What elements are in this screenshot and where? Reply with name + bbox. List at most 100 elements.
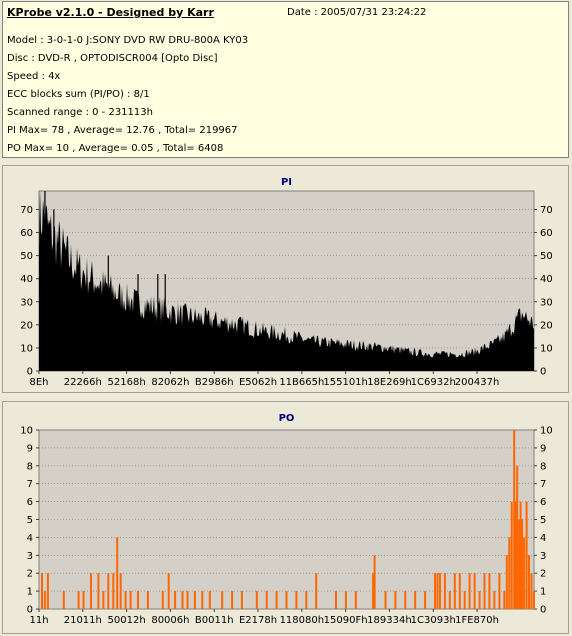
po-bar xyxy=(41,573,43,609)
pi-chart-panel: PI 0 0 10 10 20 20 30 30 40 40 50 50 60 60 70 70 8Eh 22266… xyxy=(2,165,569,393)
po-bar xyxy=(483,573,486,609)
speed-line: Speed : 4x xyxy=(7,71,61,82)
po-bar xyxy=(384,591,387,609)
pi-y-tick-label-left: 30 xyxy=(20,297,33,308)
pi-y-tick-label-right: 10 xyxy=(540,343,553,354)
po-bar xyxy=(102,591,105,609)
scan-date: Date : 2005/07/31 23:24:22 xyxy=(287,7,427,18)
po-bar xyxy=(478,591,481,609)
po-bar xyxy=(443,573,446,609)
po-bar xyxy=(167,573,170,609)
po-y-tick-label-left: 9 xyxy=(27,443,33,454)
po-y-tick-label-right: 1 xyxy=(540,587,546,598)
po-bar xyxy=(372,573,375,609)
po-bar xyxy=(448,591,451,609)
po-bar xyxy=(513,430,516,609)
po-bar xyxy=(510,501,513,609)
po-y-tick-label-right: 9 xyxy=(540,443,546,454)
ecc-sum-line: ECC blocks sum (PI/PO) : 8/1 xyxy=(7,89,150,100)
po-bar xyxy=(508,537,511,609)
pi-y-tick-label-left: 10 xyxy=(20,343,33,354)
po-bar xyxy=(458,573,461,609)
po-y-tick-label-right: 6 xyxy=(540,497,546,508)
scanned-range-line: Scanned range : 0 - 231113h xyxy=(7,107,153,118)
po-x-tick-label: 21011h xyxy=(64,615,102,626)
po-bar xyxy=(186,591,189,609)
po-y-tick-label-right: 4 xyxy=(540,533,546,544)
po-bar xyxy=(463,591,466,609)
po-bar xyxy=(107,573,110,609)
pi-x-tick-label: 82062h xyxy=(151,377,189,388)
po-bar xyxy=(201,591,204,609)
po-bar xyxy=(231,591,234,609)
po-bar xyxy=(129,591,132,609)
pi-y-tick-label-right: 0 xyxy=(540,367,546,378)
po-bar xyxy=(414,591,417,609)
po-bar xyxy=(521,519,524,609)
po-y-tick-label-left: 2 xyxy=(27,569,33,580)
po-y-tick-label-right: 2 xyxy=(540,569,546,580)
po-bar xyxy=(97,573,100,609)
po-bar xyxy=(516,465,519,609)
po-bar xyxy=(518,519,521,609)
po-bar xyxy=(394,591,397,609)
po-y-tick-label-right: 10 xyxy=(540,426,553,437)
po-bar xyxy=(473,573,476,609)
po-y-tick-label-right: 3 xyxy=(540,551,546,562)
pi-y-tick-label-right: 40 xyxy=(540,274,553,285)
po-bar xyxy=(46,573,49,609)
po-bar xyxy=(373,555,376,609)
po-y-tick-label-left: 7 xyxy=(27,479,33,490)
pi-y-tick-label-right: 20 xyxy=(540,320,553,331)
po-x-tick-label: 50012h xyxy=(108,615,146,626)
po-y-tick-label-left: 10 xyxy=(20,426,33,437)
po-chart-panel: PO 0 0 1 1 2 2 3 3 4 4 5 5 6 6 7 7 8 8 9 9 10 10 11h 21011h 50012… xyxy=(2,401,569,634)
po-bar xyxy=(533,591,535,609)
po-x-tick-label: 1C3093h xyxy=(411,615,456,626)
po-bar xyxy=(161,591,164,609)
pi-y-tick-label-left: 0 xyxy=(27,367,33,378)
pi-x-tick-label: 8Eh xyxy=(29,377,48,388)
po-bar xyxy=(82,591,85,609)
po-bar xyxy=(315,573,318,609)
po-bar xyxy=(439,573,441,609)
pi-y-tick-label-right: 50 xyxy=(540,251,553,262)
po-bar xyxy=(255,591,258,609)
model-line: Model : 3-0-1-0 J:SONY DVD RW DRU-800A K… xyxy=(7,35,249,46)
po-bar xyxy=(468,573,471,609)
po-bar xyxy=(77,591,80,609)
po-bar xyxy=(434,573,436,609)
po-bar xyxy=(505,555,508,609)
po-bar xyxy=(503,591,506,609)
pi-series-area xyxy=(39,189,534,371)
po-bar xyxy=(62,591,65,609)
po-x-tick-label: 189334h xyxy=(367,615,412,626)
pi-y-tick-label-left: 20 xyxy=(20,320,33,331)
po-bar xyxy=(404,591,407,609)
po-bar xyxy=(519,501,522,609)
pi-y-tick-label-left: 40 xyxy=(20,274,33,285)
po-x-tick-label: 80006h xyxy=(151,615,189,626)
po-bar xyxy=(112,573,115,609)
pi-x-tick-label: E5062h xyxy=(239,377,277,388)
po-bar xyxy=(453,573,456,609)
pi-x-tick-label: 18E269h xyxy=(367,377,411,388)
po-bar xyxy=(43,591,46,609)
po-x-tick-label: 11h xyxy=(29,615,48,626)
po-y-tick-label-left: 0 xyxy=(27,605,33,616)
po-x-tick-label: 15090Fh xyxy=(324,615,368,626)
pi-stats-line: PI Max= 78 , Average= 12.76 , Total= 219… xyxy=(7,125,238,136)
po-bar xyxy=(295,591,298,609)
pi-y-tick-label-left: 60 xyxy=(20,228,33,239)
po-bar xyxy=(436,573,439,609)
po-y-tick-label-left: 1 xyxy=(27,587,33,598)
po-y-tick-label-left: 3 xyxy=(27,551,33,562)
po-x-tick-label: E2178h xyxy=(239,615,277,626)
app-title: KProbe v2.1.0 - Designed by Karr xyxy=(7,6,214,19)
po-chart: PO 0 0 1 1 2 2 3 3 4 4 5 5 6 6 7 7 8 8 9 9 10 10 11h 21011h 50012… xyxy=(20,413,553,626)
pi-y-tick-label-left: 70 xyxy=(20,205,33,216)
po-bar xyxy=(530,573,533,609)
po-bar xyxy=(146,591,149,609)
pi-x-tick-label: 200437h xyxy=(455,377,500,388)
po-bar xyxy=(208,591,211,609)
